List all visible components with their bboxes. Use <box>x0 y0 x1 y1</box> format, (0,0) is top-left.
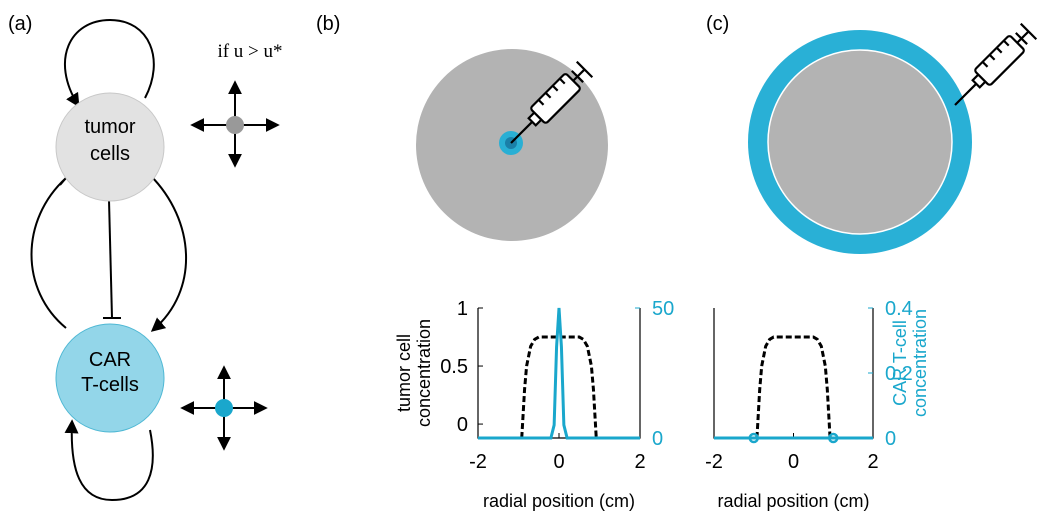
x-axis-label: radial position (cm) <box>717 491 869 511</box>
y-axis-label: concentration <box>414 319 434 427</box>
car-dot <box>215 399 233 417</box>
x-tick-label: 0 <box>553 451 564 473</box>
tumor-disk <box>768 50 952 234</box>
series-line <box>522 337 597 438</box>
panel-label: (a) <box>8 13 32 35</box>
axis-line <box>714 308 873 438</box>
y2-tick-label: 0.4 <box>885 298 913 320</box>
diagram <box>32 20 278 500</box>
panel-label: (b) <box>316 13 340 35</box>
y2-axis-label: concentration <box>910 309 930 417</box>
y2-tick-label: 0 <box>652 428 663 450</box>
x-tick-label: 2 <box>634 451 645 473</box>
inhibition <box>109 200 112 318</box>
y-tick-label: 0.5 <box>440 356 468 378</box>
y2-tick-label: 50 <box>652 298 674 320</box>
y-tick-label: 1 <box>457 298 468 320</box>
syringe <box>947 24 1036 113</box>
figure: (a) (b) (c) tumor cells CAR T-cells if u… <box>0 0 1051 519</box>
x-tick-label: 2 <box>867 451 878 473</box>
x-axis-label: radial position (cm) <box>483 491 635 511</box>
x-tick-label: 0 <box>788 451 799 473</box>
inhibition <box>32 178 67 328</box>
series-line <box>757 337 830 438</box>
node-label: CAR <box>89 349 131 371</box>
y2-axis-label: CAR T-cell <box>890 320 910 406</box>
y2-tick-label: 0 <box>885 428 896 450</box>
self-loop <box>65 20 154 105</box>
node-label: tumor <box>84 116 135 138</box>
x-tick-label: -2 <box>469 451 487 473</box>
series-line <box>478 308 640 438</box>
panel-label: (c) <box>706 13 729 35</box>
y-tick-label: 0 <box>457 414 468 436</box>
x-tick-label: -2 <box>705 451 723 473</box>
tumor-dot <box>226 116 244 134</box>
y-axis-label: tumor cell <box>394 334 414 412</box>
condition: if u > u* <box>217 41 282 62</box>
node-label: cells <box>90 143 130 165</box>
node-label: T-cells <box>81 374 139 396</box>
activation <box>150 175 186 330</box>
self-loop <box>72 422 153 500</box>
